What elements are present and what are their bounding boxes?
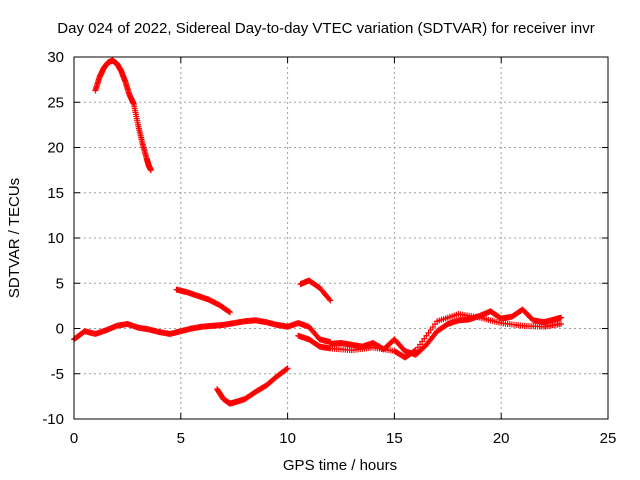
data-points: [71, 57, 565, 407]
data-point-arc-right: [327, 297, 334, 304]
y-tick-label: 15: [47, 185, 64, 202]
y-tick-label: -5: [51, 366, 64, 383]
chart-title: Day 024 of 2022, Sidereal Day-to-day VTE…: [57, 20, 594, 37]
data-point-arc-mid: [226, 309, 233, 316]
x-tick-label: 20: [493, 430, 510, 447]
y-tick-label: -10: [42, 411, 64, 428]
axis-ticks: 0 5 10 15 20 25 -10 -5 0 5 10 15 20 25 30: [42, 49, 616, 447]
data-point-arc-low: [283, 366, 290, 373]
data-point-arc-mid: [225, 308, 232, 315]
data-point-baseline-c: [558, 320, 565, 327]
y-tick-label: 5: [56, 275, 64, 292]
data-point-arc-right: [326, 296, 333, 303]
x-tick-label: 25: [600, 430, 617, 447]
x-tick-label: 0: [70, 430, 78, 447]
y-axis-label: SDTVAR / TECUs: [6, 178, 23, 298]
x-axis-label: GPS time / hours: [283, 457, 397, 474]
data-point-baseline-c: [411, 347, 418, 354]
data-point-arc-high: [147, 167, 154, 174]
x-tick-label: 15: [386, 430, 403, 447]
data-point-arc-low: [284, 365, 291, 372]
y-tick-label: 0: [56, 321, 64, 338]
y-tick-label: 30: [47, 49, 64, 66]
y-tick-label: 20: [47, 140, 64, 157]
y-tick-label: 10: [47, 230, 64, 247]
y-tick-label: 25: [47, 94, 64, 111]
x-tick-label: 10: [279, 430, 296, 447]
data-point-baseline-b: [558, 314, 565, 321]
x-tick-label: 5: [177, 430, 185, 447]
grid: [74, 57, 608, 419]
